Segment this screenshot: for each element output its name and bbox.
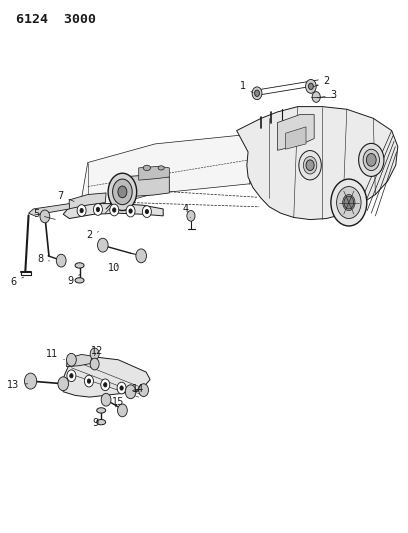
Polygon shape (61, 357, 150, 397)
Text: 15: 15 (112, 397, 124, 407)
Text: 9: 9 (67, 274, 81, 286)
Text: 8: 8 (37, 254, 49, 263)
Circle shape (255, 90, 259, 96)
Circle shape (84, 375, 93, 387)
Circle shape (126, 205, 135, 217)
Ellipse shape (158, 166, 164, 170)
Circle shape (344, 196, 354, 209)
Text: 3: 3 (317, 91, 337, 100)
Ellipse shape (118, 186, 127, 198)
Circle shape (187, 211, 195, 221)
Circle shape (142, 206, 151, 217)
Circle shape (58, 377, 69, 391)
Polygon shape (67, 354, 92, 367)
Polygon shape (237, 107, 398, 220)
Circle shape (306, 160, 314, 171)
Circle shape (56, 254, 66, 267)
Ellipse shape (143, 165, 151, 171)
Circle shape (70, 374, 73, 378)
Text: 4: 4 (182, 205, 191, 217)
Circle shape (101, 379, 110, 391)
Circle shape (80, 208, 83, 213)
Circle shape (129, 209, 132, 213)
Polygon shape (63, 204, 163, 219)
Circle shape (120, 386, 123, 390)
Ellipse shape (97, 419, 106, 425)
Text: 2: 2 (86, 230, 99, 240)
Ellipse shape (299, 150, 322, 180)
Polygon shape (277, 115, 314, 150)
Circle shape (306, 79, 316, 93)
Circle shape (139, 384, 149, 397)
Text: 2: 2 (313, 76, 330, 87)
Circle shape (40, 210, 50, 223)
Text: 5: 5 (33, 209, 55, 220)
Ellipse shape (359, 143, 384, 176)
Text: 7: 7 (57, 191, 74, 201)
Polygon shape (120, 175, 169, 197)
Circle shape (136, 249, 146, 263)
Circle shape (252, 87, 262, 100)
Circle shape (67, 353, 76, 366)
Text: 12: 12 (91, 346, 103, 356)
Circle shape (308, 83, 313, 90)
Ellipse shape (363, 149, 379, 171)
Text: 10: 10 (108, 263, 120, 273)
Polygon shape (82, 134, 322, 212)
Circle shape (90, 348, 99, 360)
Ellipse shape (113, 179, 132, 205)
Polygon shape (69, 193, 106, 209)
Ellipse shape (75, 263, 84, 268)
Circle shape (117, 382, 126, 394)
Polygon shape (139, 166, 169, 180)
Circle shape (96, 207, 100, 212)
Circle shape (67, 370, 76, 382)
Circle shape (77, 205, 86, 216)
Text: 6: 6 (10, 277, 24, 287)
Circle shape (110, 204, 119, 216)
Circle shape (312, 92, 320, 102)
Ellipse shape (97, 408, 106, 413)
Text: 9: 9 (92, 418, 98, 427)
Polygon shape (286, 127, 306, 149)
Text: 13: 13 (7, 380, 28, 390)
Circle shape (125, 385, 136, 399)
Text: 14: 14 (132, 384, 144, 393)
Ellipse shape (108, 173, 137, 211)
Text: 1: 1 (239, 82, 253, 93)
Circle shape (87, 379, 91, 383)
Circle shape (104, 383, 107, 387)
Text: 11: 11 (46, 350, 64, 360)
Circle shape (113, 208, 116, 212)
Circle shape (90, 358, 99, 370)
Circle shape (118, 404, 127, 417)
Ellipse shape (337, 187, 361, 219)
Ellipse shape (303, 157, 317, 174)
Circle shape (366, 154, 376, 166)
Text: 6124  3000: 6124 3000 (16, 13, 95, 26)
Circle shape (145, 209, 149, 214)
Circle shape (101, 393, 111, 406)
Ellipse shape (343, 195, 355, 211)
Circle shape (93, 204, 102, 215)
Polygon shape (29, 204, 69, 215)
Ellipse shape (75, 278, 84, 283)
Ellipse shape (331, 179, 367, 226)
Circle shape (24, 373, 37, 389)
Circle shape (98, 238, 108, 252)
